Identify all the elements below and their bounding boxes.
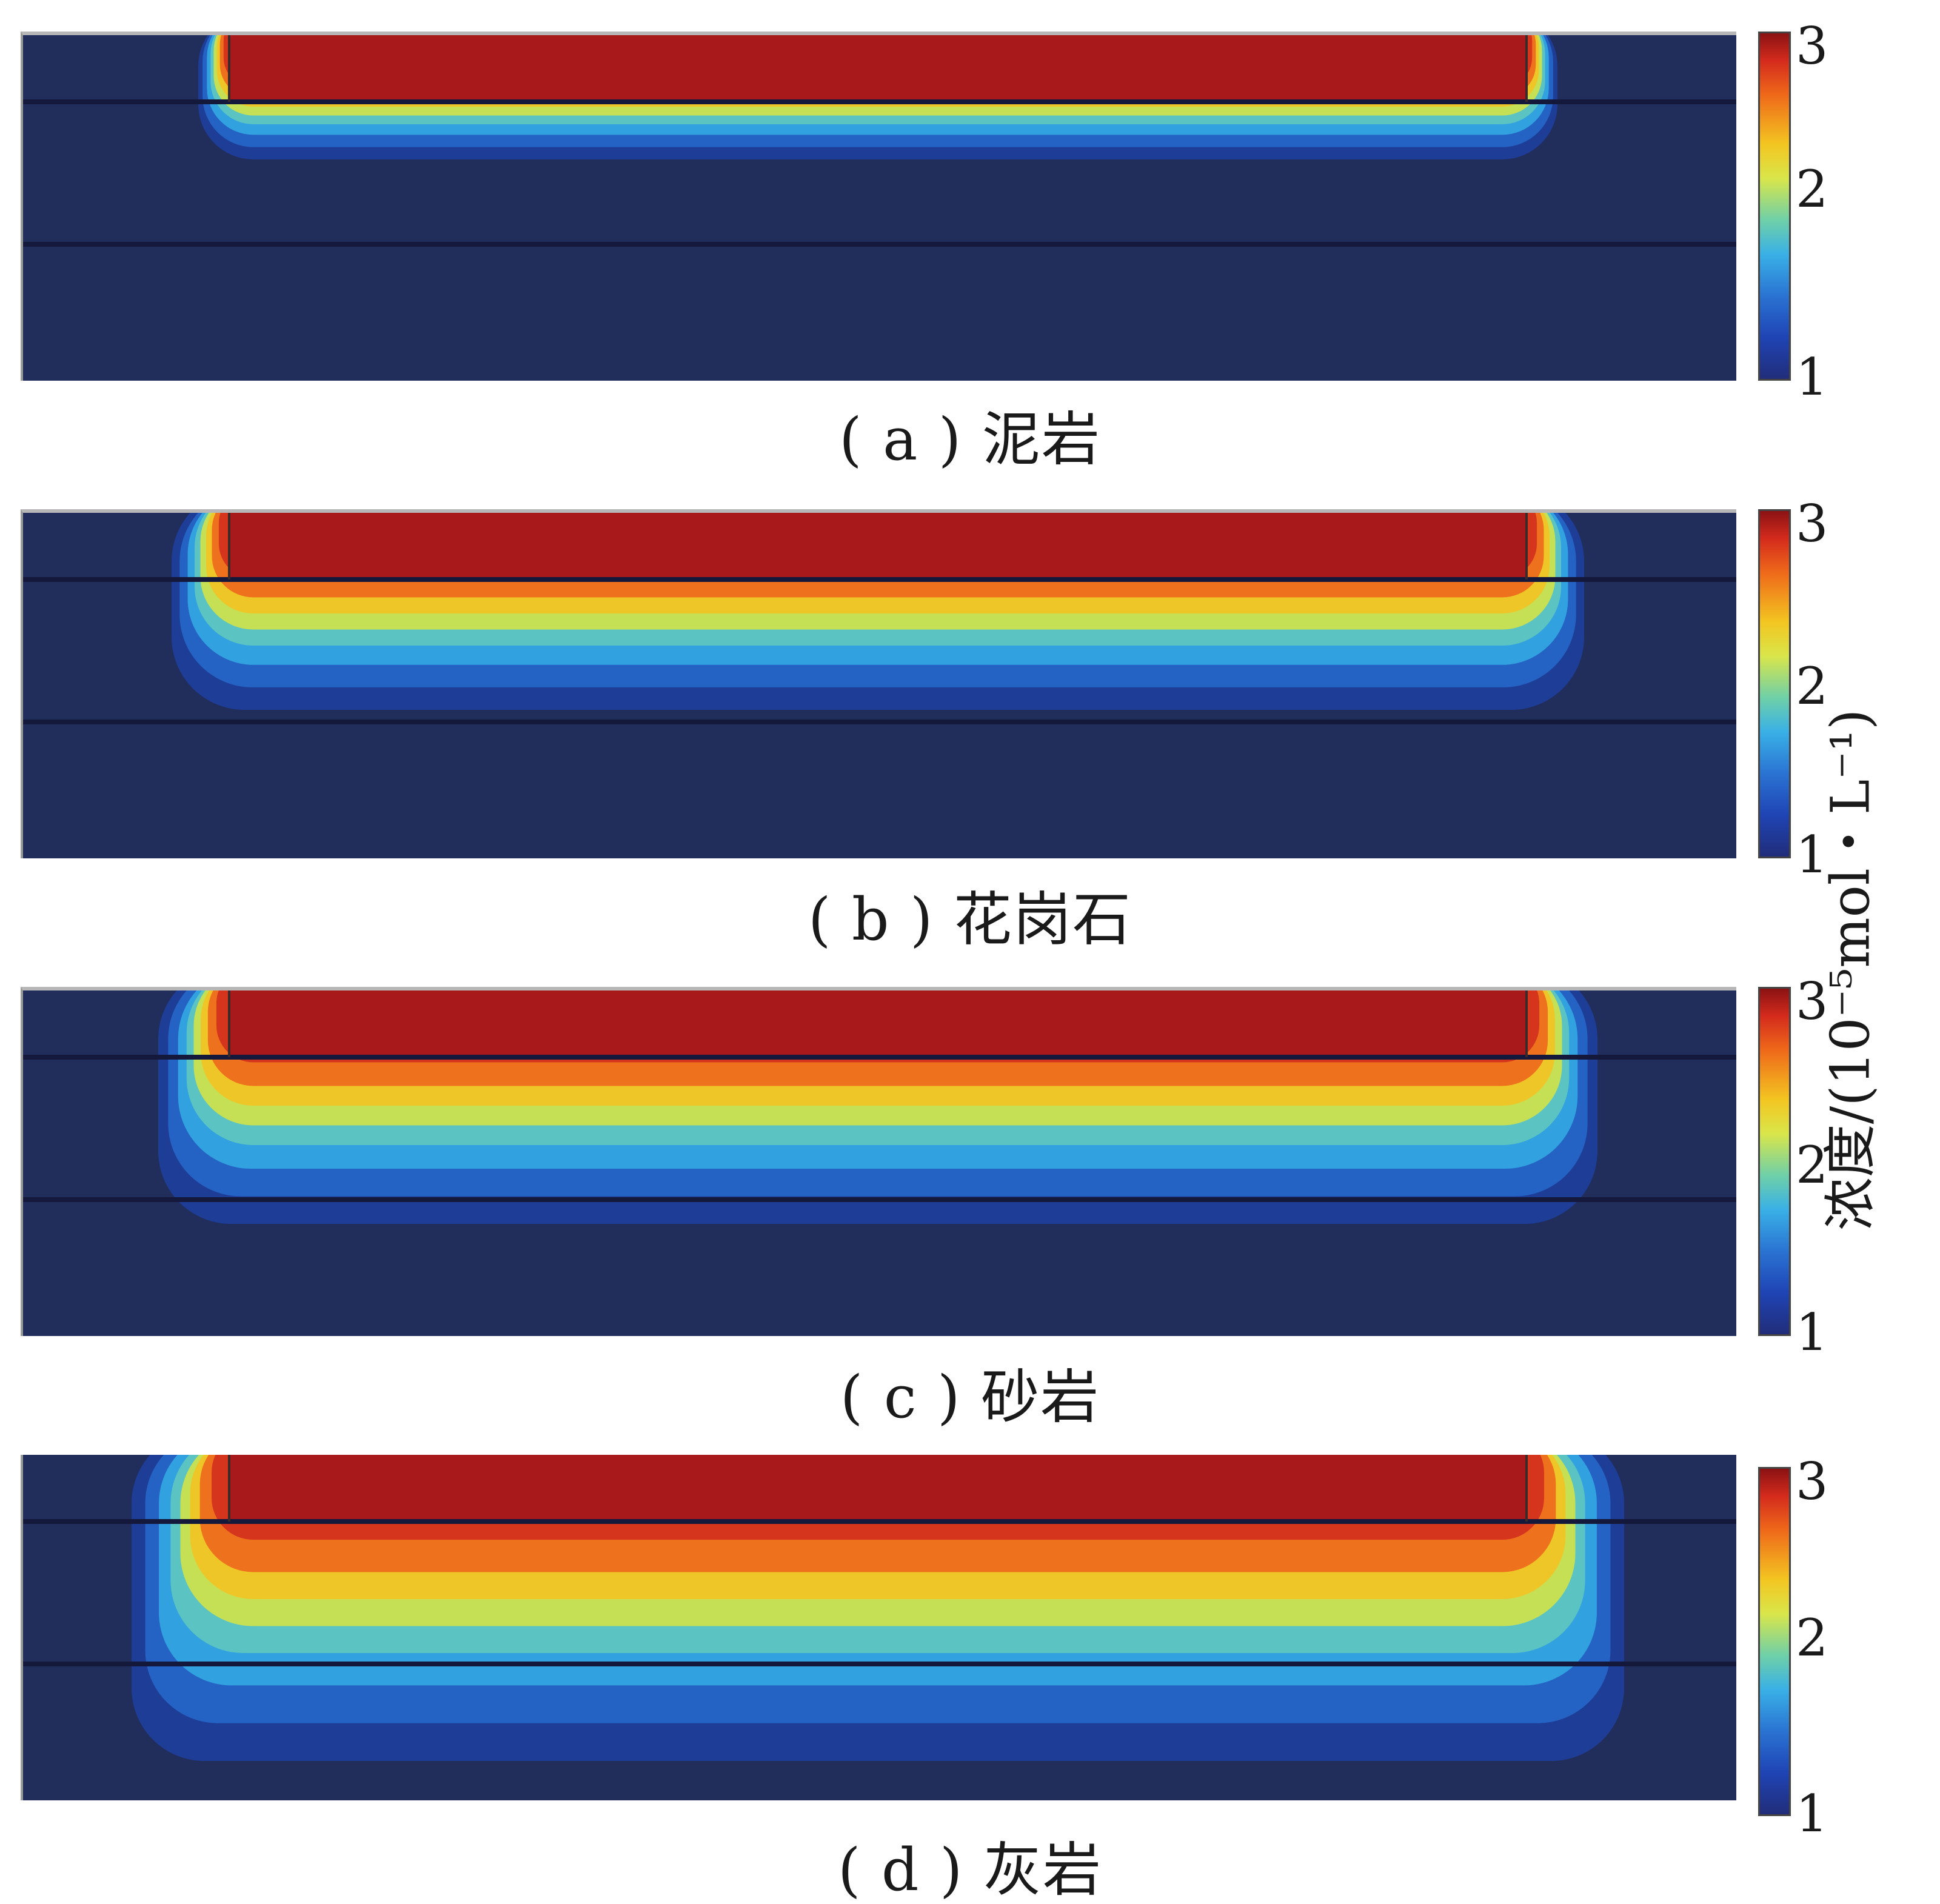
colorbar-tick-2-c: 2 bbox=[1796, 1135, 1828, 1195]
heatmap-svg-a bbox=[23, 35, 1736, 247]
concentration-heatmap-a bbox=[21, 32, 1736, 381]
source-region bbox=[229, 35, 1527, 102]
colorbar-d bbox=[1758, 1467, 1791, 1816]
heatmap-svg-d bbox=[23, 1455, 1736, 1761]
colorbar-a bbox=[1758, 32, 1791, 381]
colorbar-tick-2-b: 2 bbox=[1796, 656, 1828, 716]
concentration-heatmap-c bbox=[21, 987, 1736, 1336]
colorbar-tick-2-a: 2 bbox=[1796, 159, 1828, 219]
colorbar-title-text: 浓度/(10⁻⁵mol・L⁻¹) bbox=[1819, 709, 1882, 1231]
caption-a: ( a ) 泥岩 bbox=[839, 406, 1101, 473]
heatmap-svg-b bbox=[23, 513, 1736, 724]
caption-d: ( d ) 灰岩 bbox=[838, 1836, 1102, 1904]
colorbar-tick-3-c: 3 bbox=[1796, 972, 1828, 1031]
heatmap-svg-c bbox=[23, 990, 1736, 1224]
concentration-heatmap-d bbox=[21, 1455, 1736, 1800]
colorbar-tick-3-a: 3 bbox=[1796, 16, 1828, 76]
caption-b: ( b ) 花岗石 bbox=[808, 886, 1132, 954]
source-region bbox=[229, 1455, 1527, 1522]
colorbar-b bbox=[1758, 509, 1791, 858]
source-region bbox=[229, 513, 1527, 580]
colorbar-tick-3-b: 3 bbox=[1796, 494, 1828, 553]
colorbar-tick-1-d: 1 bbox=[1796, 1784, 1828, 1843]
caption-c: ( c ) 砂岩 bbox=[840, 1363, 1100, 1431]
colorbar-c bbox=[1758, 987, 1791, 1336]
colorbar-tick-3-d: 3 bbox=[1796, 1452, 1828, 1511]
colorbar-tick-2-d: 2 bbox=[1796, 1608, 1828, 1668]
source-region bbox=[229, 990, 1527, 1057]
concentration-heatmap-b bbox=[21, 509, 1736, 858]
colorbar-tick-1-a: 1 bbox=[1796, 347, 1828, 407]
colorbar-tick-1-b: 1 bbox=[1796, 825, 1828, 884]
colorbar-tick-1-c: 1 bbox=[1796, 1303, 1828, 1362]
